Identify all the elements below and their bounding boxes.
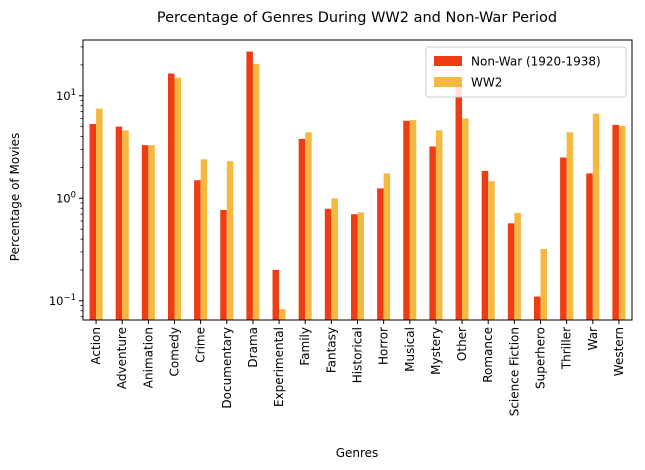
x-tick-label: Science Fiction — [507, 327, 521, 416]
bar-documentary-series-1 — [220, 209, 227, 320]
legend: Non-War (1920-1938) WW2 — [425, 46, 627, 98]
bar-war-series-1 — [586, 173, 593, 320]
x-tick-label: Drama — [246, 327, 260, 368]
bars-group — [89, 51, 626, 321]
plot-frame — [82, 39, 633, 321]
y-tick-label: 100 — [56, 190, 76, 205]
x-tick-label: Documentary — [220, 327, 234, 409]
y-tick-label: 10−1 — [49, 293, 76, 308]
bar-science-fiction-series-2 — [514, 212, 521, 320]
bar-action-series-1 — [89, 124, 97, 320]
bar-superhero-series-1 — [533, 296, 541, 320]
legend-label: Non-War (1920-1938) — [471, 55, 601, 69]
x-tick-label: Crime — [194, 327, 208, 363]
bar-crime-series-1 — [194, 180, 201, 320]
y-axis-ticks: 10−1 100 101 — [49, 46, 83, 318]
x-tick-label: Adventure — [115, 327, 129, 389]
x-tick-label: Romance — [481, 327, 495, 383]
bar-science-fiction-series-1 — [507, 223, 515, 320]
bar-family-series-2 — [305, 132, 312, 320]
bar-experimental-series-2 — [279, 309, 286, 320]
bar-musical-series-2 — [409, 120, 417, 320]
bar-thriller-series-2 — [566, 132, 574, 320]
x-tick-label: Experimental — [272, 327, 286, 407]
x-axis-label: Genres — [336, 446, 379, 460]
x-tick-label: Comedy — [168, 327, 182, 377]
bar-action-series-2 — [96, 108, 103, 320]
bar-historical-series-2 — [357, 212, 365, 320]
bar-romance-series-2 — [488, 181, 495, 320]
x-tick-label: War — [586, 327, 600, 350]
x-tick-label: Fantasy — [324, 327, 338, 373]
legend-box — [425, 46, 627, 98]
bar-horror-series-1 — [377, 188, 384, 320]
bar-other-series-2 — [462, 118, 469, 320]
legend-swatch — [434, 56, 462, 66]
x-tick-label: Mystery — [429, 327, 443, 375]
x-tick-label: Superhero — [534, 327, 548, 389]
x-tick-label: Family — [298, 327, 312, 366]
legend-label: WW2 — [471, 76, 502, 90]
y-axis-label: Percentage of Movies — [8, 133, 22, 261]
bar-other-series-1 — [455, 85, 463, 320]
y-tick-label: 101 — [56, 88, 76, 103]
x-tick-label: Action — [89, 327, 103, 365]
bar-animation-series-2 — [148, 145, 155, 320]
legend-swatch — [434, 77, 462, 87]
bar-drama-series-2 — [252, 63, 260, 321]
bar-drama-series-1 — [246, 51, 253, 320]
bar-fantasy-series-2 — [331, 198, 338, 320]
bar-historical-series-1 — [350, 214, 358, 320]
bar-adventure-series-2 — [122, 130, 129, 320]
bar-thriller-series-1 — [560, 157, 567, 320]
bar-experimental-series-1 — [272, 269, 280, 320]
bar-documentary-series-2 — [226, 161, 234, 320]
chart-title: Percentage of Genres During WW2 and Non-… — [157, 10, 557, 26]
bar-superhero-series-2 — [540, 249, 548, 320]
x-tick-label: Western — [612, 327, 626, 376]
bar-mystery-series-2 — [435, 130, 443, 320]
bar-comedy-series-1 — [167, 73, 175, 320]
bar-western-series-2 — [618, 125, 626, 320]
bar-crime-series-2 — [200, 159, 208, 320]
bar-horror-series-2 — [383, 173, 391, 320]
bar-family-series-1 — [298, 138, 306, 320]
bar-comedy-series-2 — [174, 77, 182, 320]
bar-adventure-series-1 — [115, 126, 123, 320]
x-tick-label: Horror — [377, 327, 391, 365]
bar-romance-series-1 — [481, 170, 489, 320]
bar-musical-series-1 — [403, 120, 410, 320]
x-axis-ticks: Action Adventure Animation Comedy Crime Docum… — [89, 320, 626, 416]
bar-animation-series-1 — [141, 145, 149, 320]
x-tick-label: Historical — [351, 327, 365, 383]
x-tick-label: Thriller — [560, 327, 574, 370]
bar-war-series-2 — [592, 113, 600, 321]
bar-fantasy-series-1 — [324, 208, 332, 320]
x-tick-label: Musical — [403, 327, 417, 372]
bar-western-series-1 — [612, 124, 619, 321]
bar-mystery-series-1 — [429, 146, 436, 320]
x-tick-label: Other — [455, 327, 469, 361]
x-tick-label: Animation — [141, 327, 155, 388]
